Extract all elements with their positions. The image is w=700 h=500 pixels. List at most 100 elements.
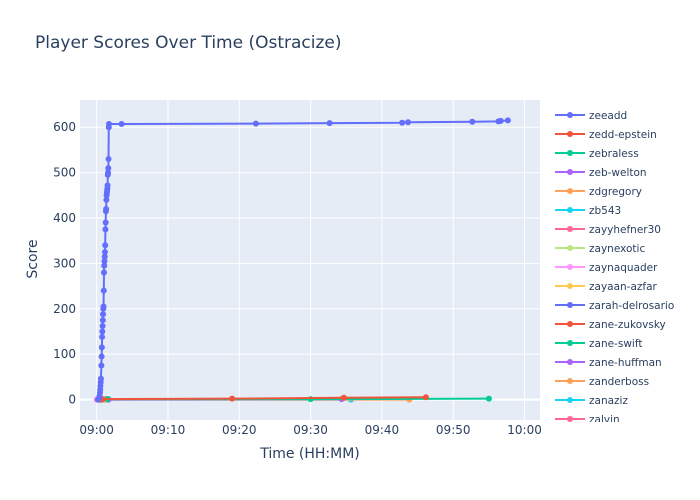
legend-label: zayyhefner30 [589, 224, 661, 236]
y-tick-label: 100 [53, 347, 76, 361]
legend-label: zayaan-azfar [589, 281, 658, 293]
data-point [101, 262, 108, 269]
data-point [97, 375, 104, 382]
legend-label: zeeadd [589, 110, 627, 122]
legend-label: zanderboss [589, 376, 649, 388]
legend-label: zaynexotic [589, 243, 645, 255]
gridlines [80, 100, 540, 420]
legend-marker [567, 340, 573, 346]
data-point [102, 242, 109, 249]
legend-item-zane-swift[interactable]: zane-swift [555, 338, 642, 350]
series-layer [93, 117, 511, 403]
legend[interactable]: zeeadd zedd-epstein zebraless zeb-welton zdg… [555, 110, 674, 426]
x-tick-label: 09:00 [79, 423, 114, 437]
legend-marker [567, 397, 573, 403]
legend-label: zane-huffman [589, 357, 662, 369]
data-point [118, 121, 125, 128]
x-tick-label: 09:50 [436, 423, 471, 437]
legend-label: zb543 [589, 205, 621, 217]
legend-item-zaynaquader[interactable]: zaynaquader [555, 262, 658, 274]
legend-marker [567, 302, 573, 308]
legend-marker [567, 207, 573, 213]
data-point [326, 120, 333, 127]
data-point [98, 362, 105, 369]
legend-item-zarah-delrosario[interactable]: zarah-delrosario [555, 300, 674, 312]
y-tick-label: 200 [53, 302, 76, 316]
y-tick-label: 600 [53, 120, 76, 134]
legend-item-zedd-epstein[interactable]: zedd-epstein [555, 129, 657, 141]
legend-item-zanaziz[interactable]: zanaziz [555, 395, 628, 407]
data-point [399, 119, 406, 126]
legend-marker [567, 359, 573, 365]
data-point [106, 121, 113, 128]
legend-item-zanderboss[interactable]: zanderboss [555, 376, 649, 388]
legend-item-zane-huffman[interactable]: zane-huffman [555, 357, 662, 369]
x-tick-label: 10:00 [507, 423, 542, 437]
legend-marker [567, 150, 573, 156]
legend-item-zeeadd[interactable]: zeeadd [555, 110, 627, 122]
x-tick-label: 09:30 [293, 423, 328, 437]
data-point [99, 323, 106, 330]
x-axis-title: Time (HH:MM) [260, 446, 360, 462]
legend-marker [567, 378, 573, 384]
legend-item-zebraless[interactable]: zebraless [555, 148, 639, 160]
legend-item-zayyhefner30[interactable]: zayyhefner30 [555, 224, 661, 236]
data-point [469, 118, 476, 125]
legend-marker [567, 416, 573, 422]
data-point [100, 311, 107, 318]
data-point [99, 328, 106, 335]
data-point [98, 344, 105, 351]
legend-label: zedd-epstein [589, 129, 657, 141]
data-point [101, 253, 108, 260]
legend-label: zanaziz [589, 395, 628, 407]
y-tick-label: 0 [68, 393, 76, 407]
legend-marker [567, 264, 573, 270]
data-point [101, 269, 108, 276]
data-point [104, 182, 111, 189]
series-zeeadd [94, 117, 511, 403]
data-point [105, 156, 112, 163]
data-point [229, 395, 236, 402]
legend-marker [567, 169, 573, 175]
data-point [405, 119, 412, 126]
legend-marker [567, 283, 573, 289]
legend-label: zaynaquader [589, 262, 658, 274]
data-point [102, 226, 109, 233]
data-point [497, 117, 504, 124]
legend-item-zdgregory[interactable]: zdgregory [555, 186, 642, 198]
legend-label: zane-swift [589, 338, 642, 350]
data-point [422, 394, 429, 401]
data-point [485, 395, 492, 402]
legend-marker [567, 131, 573, 137]
data-point [101, 249, 108, 256]
legend-marker [567, 321, 573, 327]
x-tick-label: 09:40 [365, 423, 400, 437]
data-point [103, 205, 110, 212]
y-tick-label: 300 [53, 256, 76, 270]
y-tick-label: 400 [53, 211, 76, 225]
legend-item-zb543[interactable]: zb543 [555, 205, 621, 217]
legend-item-zalvin[interactable]: zalvin [555, 414, 620, 426]
data-point [99, 317, 106, 324]
legend-label: zebraless [589, 148, 639, 160]
y-axis-title: Score [25, 239, 41, 279]
data-point [99, 333, 106, 340]
legend-marker [567, 112, 573, 118]
legend-label: zalvin [589, 414, 620, 426]
legend-marker [567, 226, 573, 232]
legend-item-zeb-welton[interactable]: zeb-welton [555, 167, 647, 179]
chart-title: Player Scores Over Time (Ostracize) [35, 33, 342, 53]
data-point [103, 196, 110, 203]
legend-item-zayaan-azfar[interactable]: zayaan-azfar [555, 281, 658, 293]
data-point [100, 287, 107, 294]
x-tick-label: 09:20 [222, 423, 257, 437]
data-point [105, 165, 112, 172]
legend-item-zaynexotic[interactable]: zaynexotic [555, 243, 645, 255]
legend-marker [567, 188, 573, 194]
x-tick-label: 09:10 [151, 423, 186, 437]
legend-label: zane-zukovsky [589, 319, 666, 331]
legend-label: zarah-delrosario [589, 300, 674, 312]
legend-item-zane-zukovsky[interactable]: zane-zukovsky [555, 319, 666, 331]
